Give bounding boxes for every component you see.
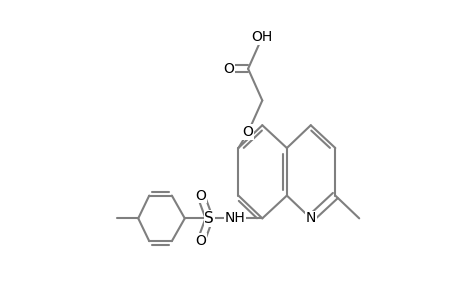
Text: NH: NH bbox=[224, 212, 245, 225]
Text: O: O bbox=[242, 125, 253, 139]
Text: O: O bbox=[195, 234, 206, 248]
Text: O: O bbox=[223, 62, 234, 76]
Text: O: O bbox=[195, 189, 206, 202]
Text: OH: OH bbox=[251, 30, 272, 44]
Text: N: N bbox=[305, 212, 315, 225]
Text: S: S bbox=[204, 211, 214, 226]
